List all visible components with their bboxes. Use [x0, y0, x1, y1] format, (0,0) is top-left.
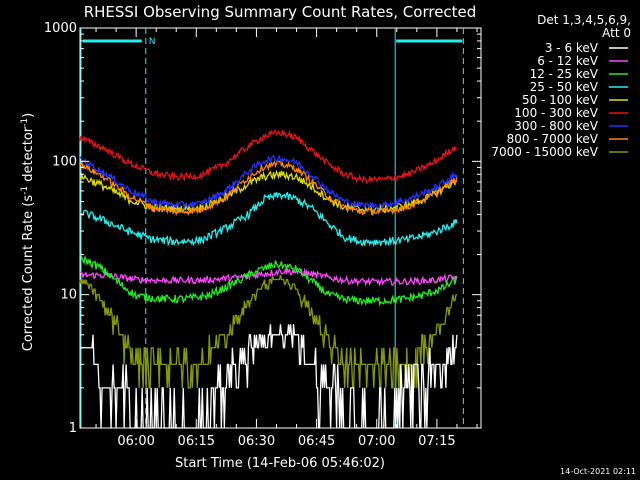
- y-tick-label: 10: [60, 288, 77, 303]
- x-tick-label: 07:15: [418, 434, 455, 449]
- y-label-main: Corrected Count Rate (s: [21, 195, 36, 352]
- timestamp: 14-Oct-2021 02:11: [560, 467, 636, 476]
- legend-label: 7000 - 15000 keV: [491, 145, 598, 159]
- legend-header-1: Det 1,3,4,5,6,9,: [537, 13, 631, 27]
- x-axis-label: Start Time (14-Feb-06 05:46:02): [175, 456, 385, 471]
- series-line: [79, 191, 458, 248]
- y-tick-label: 1000: [44, 21, 77, 36]
- series-line: [79, 267, 458, 288]
- x-tick-label: 06:45: [298, 434, 335, 449]
- series-line: [79, 253, 457, 307]
- series-line: [79, 154, 458, 210]
- x-axis: 06:00 06:15 06:30 06:45 07:00 07:15: [95, 28, 478, 449]
- y-axis-label: Corrected Count Rate (s-1 detector-1): [20, 113, 36, 351]
- series-line: [79, 275, 457, 389]
- x-tick-label: 06:15: [178, 434, 215, 449]
- series-line: [79, 158, 458, 217]
- x-tick-label: 06:00: [117, 434, 154, 449]
- legend-label: 50 - 100 keV: [522, 93, 599, 107]
- x-tick-label: 07:00: [358, 434, 395, 449]
- y-tick-label: 100: [52, 154, 77, 169]
- legend-label: 800 - 7000 keV: [507, 132, 599, 146]
- plot-frame: [79, 27, 482, 429]
- y-axis: 1 10 100 1000: [44, 21, 481, 436]
- legend-label: 12 - 25 keV: [530, 67, 599, 81]
- series-line: [79, 169, 458, 215]
- legend-label: 6 - 12 keV: [537, 54, 599, 68]
- x-tick-label: 06:30: [238, 434, 275, 449]
- y-tick-label: 1: [69, 421, 77, 436]
- y-label-sup1: -1: [20, 186, 30, 195]
- y-label-sup2: -1: [20, 118, 30, 127]
- marker-N-label: N: [149, 37, 156, 47]
- chart-title: RHESSI Observing Summary Count Rates, Co…: [84, 3, 477, 21]
- y-label-end: ): [21, 113, 36, 118]
- legend-label: 25 - 50 keV: [530, 80, 599, 94]
- series-line: [79, 129, 458, 185]
- series-layer: [79, 129, 458, 429]
- y-label-mid: detector: [21, 126, 36, 186]
- legend-label: 300 - 800 keV: [514, 119, 598, 133]
- legend-label: 3 - 6 keV: [545, 41, 599, 55]
- series-line: [80, 324, 458, 429]
- legend-label: 100 - 300 keV: [514, 106, 598, 120]
- legend-header-2: Att 0: [602, 26, 631, 40]
